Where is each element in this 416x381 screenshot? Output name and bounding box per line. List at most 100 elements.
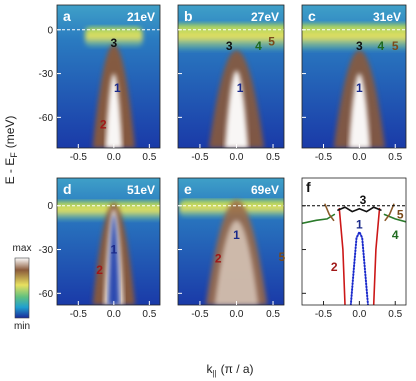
panel: d 51eV 12 -0.5 0.0 0.5 0 -30 -60: [39, 177, 161, 320]
band-label: 3: [356, 39, 363, 53]
x-tick-label: 0.0: [230, 309, 244, 320]
x-tick-label: -0.5: [315, 152, 333, 163]
colorbar: [14, 257, 30, 319]
x-tick-label: 0.5: [266, 309, 280, 320]
y-label-main: E - E: [3, 158, 17, 185]
panel-label: b: [184, 8, 193, 24]
x-tick-label: 0.5: [142, 152, 156, 163]
photon-energy: 51eV: [127, 183, 155, 197]
band-label: 5: [268, 34, 275, 48]
panel-label: f: [306, 179, 311, 195]
plot-area: [302, 5, 406, 148]
panel-label: c: [308, 8, 316, 24]
y-tick-label: -30: [39, 245, 54, 256]
heatmap-feature: [178, 23, 284, 51]
plot-area: [178, 178, 284, 305]
x-tick-label: 0.0: [107, 152, 121, 163]
photon-energy: 27eV: [251, 10, 279, 24]
y-label-sub: F: [9, 152, 19, 158]
band-line: [337, 206, 382, 213]
panel-frame: [301, 4, 407, 149]
panel-label: a: [63, 8, 71, 24]
panel-label: e: [184, 181, 192, 197]
x-label-sub: ||: [212, 369, 216, 378]
heatmap-feature: [348, 73, 371, 148]
x-tick-label: 0.5: [142, 309, 156, 320]
panel-frame: [177, 177, 285, 306]
x-label-main: k: [206, 362, 213, 376]
heatmap-feature: [224, 70, 249, 148]
y-tick-label: -30: [39, 69, 54, 80]
heatmap-feature: [302, 23, 406, 51]
band-line: [349, 229, 369, 305]
heatmap-feature: [85, 26, 143, 48]
heatmap-feature: [105, 73, 123, 148]
x-tick-label: 0.5: [266, 152, 280, 163]
x-tick-label: -0.5: [70, 152, 88, 163]
band-label: 1: [233, 228, 240, 242]
band-line: [324, 203, 335, 222]
panel: b 27eV 3 4 5 1 -0.5 0.0 0.5: [177, 4, 285, 163]
band-line: [372, 207, 381, 305]
band-line: [384, 203, 395, 222]
x-tick-label: -0.5: [70, 309, 88, 320]
x-label-unit: (π / a): [221, 362, 254, 376]
panel-frame: [177, 4, 285, 149]
x-axis-label: k|| (π / a): [206, 362, 253, 378]
band-label: 1: [237, 81, 244, 95]
y-axis-label: E - EF (meV): [3, 116, 19, 185]
panel: e 69eV 12 5 -0.5 0.0 0.5: [177, 177, 285, 320]
band-label: 1: [356, 218, 363, 232]
panel-label: d: [63, 181, 72, 197]
band-label: 2: [331, 260, 338, 274]
photon-energy: 69eV: [251, 183, 279, 197]
photon-energy: 31eV: [373, 10, 401, 24]
band-label: 2: [96, 263, 103, 277]
y-tick-label: -60: [39, 113, 54, 124]
band-label: 4: [378, 39, 385, 53]
panel: c 31eV 3 4 5 1 -0.5 0.0 0.5: [301, 4, 407, 163]
plot-area: [57, 5, 160, 148]
x-tick-label: 0.5: [388, 309, 402, 320]
panel-frame: [56, 177, 161, 306]
y-tick-label: 0: [47, 201, 53, 212]
band-label: 5: [397, 207, 404, 221]
y-tick-label: -60: [39, 289, 54, 300]
panel-frame: [56, 4, 161, 149]
x-tick-label: 0.5: [388, 152, 402, 163]
band-label: 4: [392, 228, 399, 242]
band-line: [338, 207, 346, 305]
band-label: 3: [110, 36, 117, 50]
band-label: 3: [360, 193, 367, 207]
band-label: 2: [100, 118, 107, 132]
panel: a 21eV 3 1 2 -0.5 0.0 0.5 0 -30 -60: [39, 4, 161, 163]
band-label: 4: [255, 39, 262, 53]
band-label: 5: [392, 39, 399, 53]
plot-area: [57, 178, 160, 305]
colorbar-min: min: [14, 321, 30, 332]
plot-area: [302, 203, 406, 305]
heatmap-feature: [214, 220, 259, 305]
x-tick-label: 0.0: [352, 152, 366, 163]
y-label-unit: (meV): [3, 116, 17, 149]
x-tick-label: -0.5: [191, 152, 209, 163]
x-tick-label: -0.5: [191, 309, 209, 320]
x-tick-label: 0.0: [230, 152, 244, 163]
x-tick-label: -0.5: [315, 309, 333, 320]
band-label: 2: [215, 251, 222, 265]
band-label: 3: [226, 39, 233, 53]
photon-energy: 21eV: [127, 10, 155, 24]
heatmap-feature: [108, 214, 120, 305]
y-tick-label: 0: [47, 25, 53, 36]
plot-area: [178, 5, 284, 148]
x-tick-label: 0.0: [107, 309, 121, 320]
colorbar-max: max: [13, 243, 32, 254]
band-label: 1: [114, 81, 121, 95]
band-label: 1: [356, 81, 363, 95]
x-tick-label: 0.0: [352, 309, 366, 320]
band-label: 1: [110, 243, 117, 257]
panel: f 3 5 4 1 2 -0.5 0.0 0.5: [301, 177, 407, 320]
band-label: 5: [278, 250, 285, 264]
